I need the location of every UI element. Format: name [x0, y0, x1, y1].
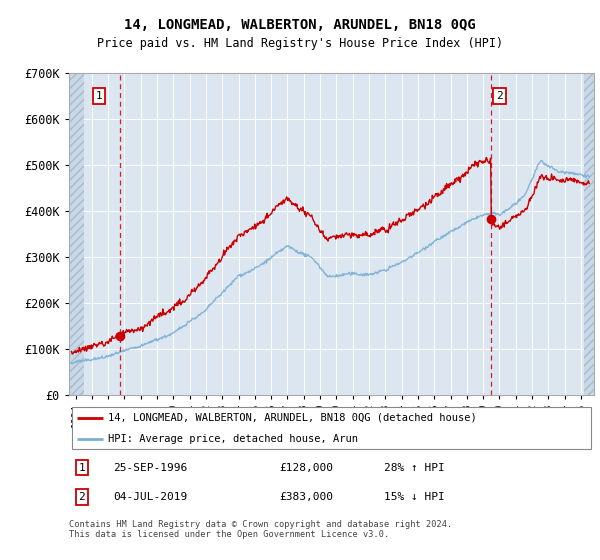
Text: Price paid vs. HM Land Registry's House Price Index (HPI): Price paid vs. HM Land Registry's House …: [97, 36, 503, 50]
Text: Contains HM Land Registry data © Crown copyright and database right 2024.
This d: Contains HM Land Registry data © Crown c…: [69, 520, 452, 539]
Bar: [584, 73, 594, 395]
FancyBboxPatch shape: [71, 407, 592, 449]
Text: HPI: Average price, detached house, Arun: HPI: Average price, detached house, Arun: [109, 434, 358, 444]
Text: 15% ↓ HPI: 15% ↓ HPI: [384, 492, 445, 502]
Text: £128,000: £128,000: [279, 463, 333, 473]
Text: 14, LONGMEAD, WALBERTON, ARUNDEL, BN18 0QG (detached house): 14, LONGMEAD, WALBERTON, ARUNDEL, BN18 0…: [109, 413, 477, 423]
Text: 25-SEP-1996: 25-SEP-1996: [113, 463, 188, 473]
Text: 1: 1: [79, 463, 85, 473]
Text: 2: 2: [496, 91, 503, 101]
Text: 04-JUL-2019: 04-JUL-2019: [113, 492, 188, 502]
Text: 14, LONGMEAD, WALBERTON, ARUNDEL, BN18 0QG: 14, LONGMEAD, WALBERTON, ARUNDEL, BN18 0…: [124, 18, 476, 32]
Text: 1: 1: [95, 91, 102, 101]
Text: £383,000: £383,000: [279, 492, 333, 502]
Text: 2: 2: [79, 492, 85, 502]
Bar: [69, 73, 83, 395]
Text: 28% ↑ HPI: 28% ↑ HPI: [384, 463, 445, 473]
